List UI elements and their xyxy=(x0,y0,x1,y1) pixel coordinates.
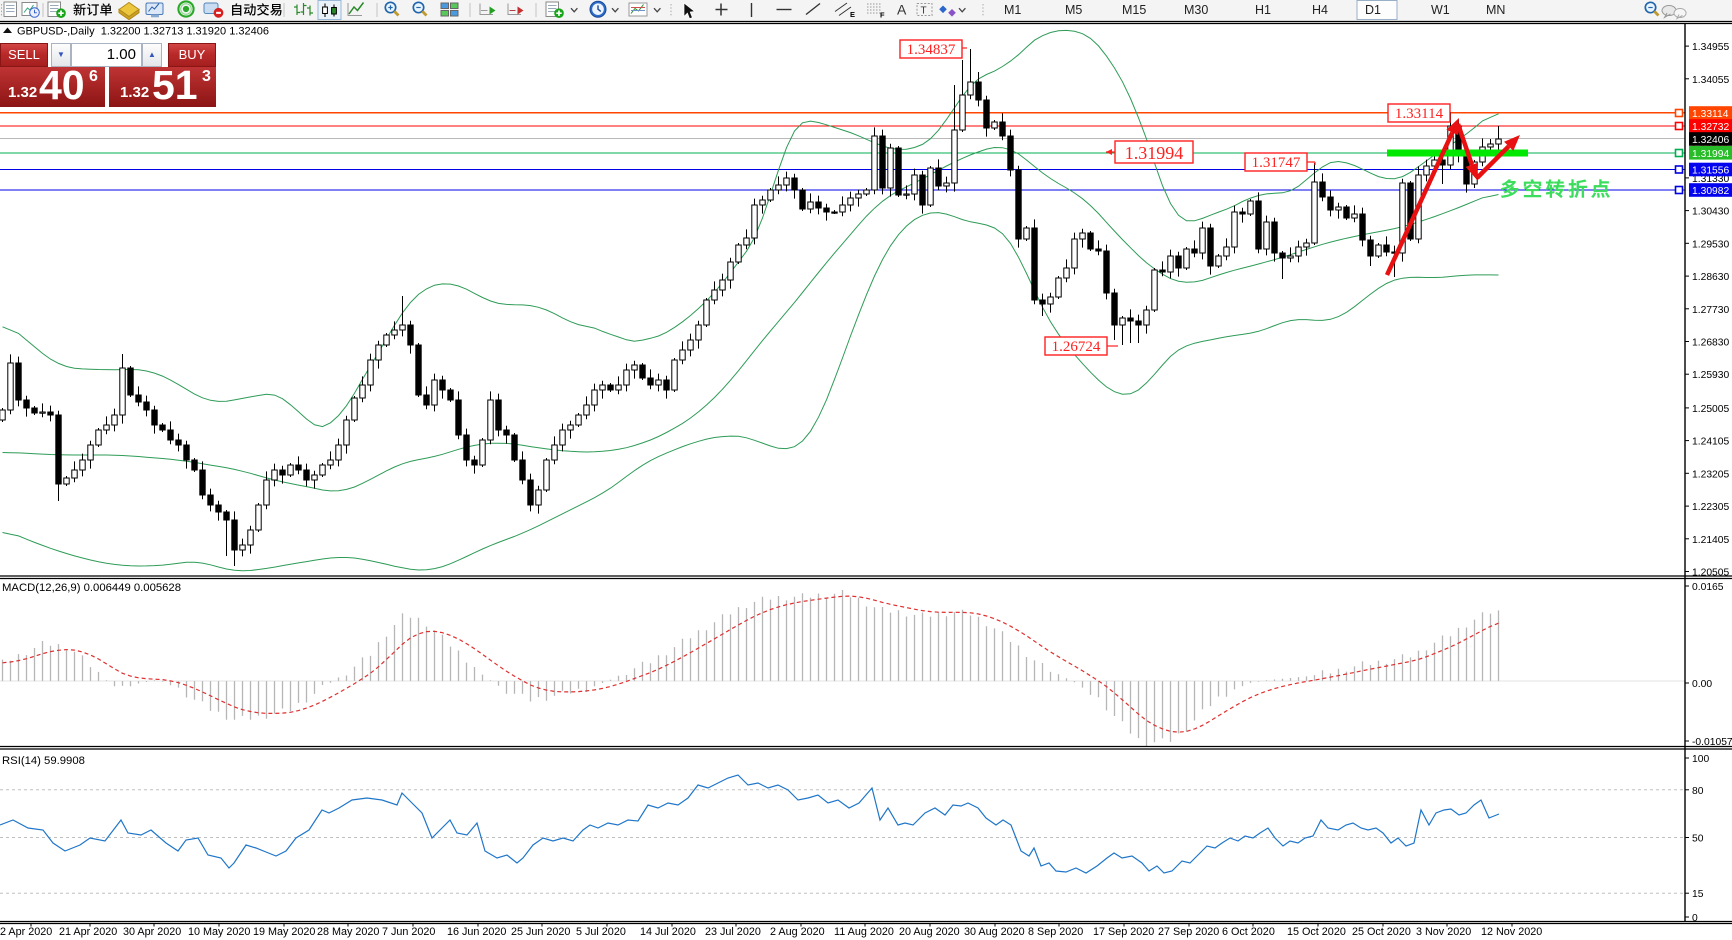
svg-text:11 Aug 2020: 11 Aug 2020 xyxy=(834,926,894,938)
svg-text:30 Aug 2020: 30 Aug 2020 xyxy=(964,926,1025,938)
svg-text:15: 15 xyxy=(1692,889,1704,900)
svg-text:1.31556: 1.31556 xyxy=(1692,166,1729,177)
svg-text:1.31994: 1.31994 xyxy=(1692,149,1729,160)
svg-text:1.20505: 1.20505 xyxy=(1692,568,1729,579)
svg-text:1.24105: 1.24105 xyxy=(1692,437,1729,448)
svg-text:1.22305: 1.22305 xyxy=(1692,502,1729,513)
svg-text:12 Nov 2020: 12 Nov 2020 xyxy=(1481,926,1542,938)
svg-text:30 Apr 2020: 30 Apr 2020 xyxy=(123,926,181,938)
svg-text:M5: M5 xyxy=(1065,3,1082,17)
svg-text:2 Apr 2020: 2 Apr 2020 xyxy=(0,926,52,938)
svg-text:3 Nov 2020: 3 Nov 2020 xyxy=(1416,926,1471,938)
svg-text:M15: M15 xyxy=(1122,3,1146,17)
svg-text:1.31747: 1.31747 xyxy=(1252,155,1301,171)
svg-text:A: A xyxy=(897,2,907,18)
svg-text:H4: H4 xyxy=(1312,3,1328,17)
svg-text:1.34955: 1.34955 xyxy=(1692,42,1729,53)
svg-text:1.32732: 1.32732 xyxy=(1692,122,1729,133)
svg-text:28 May 2020: 28 May 2020 xyxy=(317,926,379,938)
svg-text:100: 100 xyxy=(1692,754,1709,765)
svg-text:MACD(12,26,9) 0.006449 0.00562: MACD(12,26,9) 0.006449 0.005628 xyxy=(2,582,181,594)
svg-text:1.34837: 1.34837 xyxy=(907,42,956,58)
svg-text:1.33114: 1.33114 xyxy=(1395,106,1444,122)
svg-text:1.27730: 1.27730 xyxy=(1692,305,1729,316)
svg-text:5 Jul 2020: 5 Jul 2020 xyxy=(576,926,626,938)
svg-text:1.34055: 1.34055 xyxy=(1692,75,1729,86)
svg-text:10 May 2020: 10 May 2020 xyxy=(188,926,250,938)
svg-text:1.32406: 1.32406 xyxy=(1692,135,1729,146)
svg-text:6 Oct 2020: 6 Oct 2020 xyxy=(1222,926,1275,938)
svg-text:RSI(14) 59.9908: RSI(14) 59.9908 xyxy=(2,755,85,767)
svg-text:M1: M1 xyxy=(1004,3,1021,17)
svg-text:14 Jul 2020: 14 Jul 2020 xyxy=(640,926,696,938)
svg-text:15 Oct 2020: 15 Oct 2020 xyxy=(1287,926,1346,938)
svg-text:0: 0 xyxy=(1692,913,1698,924)
svg-text:E: E xyxy=(850,10,855,19)
svg-text:0.00: 0.00 xyxy=(1692,679,1712,690)
svg-text:80: 80 xyxy=(1692,786,1704,797)
svg-text:23 Jul 2020: 23 Jul 2020 xyxy=(705,926,761,938)
svg-text:25 Oct 2020: 25 Oct 2020 xyxy=(1352,926,1411,938)
svg-text:27 Sep 2020: 27 Sep 2020 xyxy=(1158,926,1219,938)
svg-text:H1: H1 xyxy=(1255,3,1271,17)
svg-text:D1: D1 xyxy=(1365,3,1381,17)
svg-text:T: T xyxy=(921,6,927,17)
svg-text:2 Aug 2020: 2 Aug 2020 xyxy=(770,926,825,938)
svg-text:25 Jun 2020: 25 Jun 2020 xyxy=(511,926,570,938)
svg-text:W1: W1 xyxy=(1431,3,1450,17)
svg-text:7 Jun 2020: 7 Jun 2020 xyxy=(382,926,435,938)
svg-text:1.25005: 1.25005 xyxy=(1692,404,1729,415)
svg-text:1.29530: 1.29530 xyxy=(1692,239,1729,250)
svg-text:1.30982: 1.30982 xyxy=(1692,186,1729,197)
svg-text:MN: MN xyxy=(1486,3,1505,17)
svg-text:17 Sep 2020: 17 Sep 2020 xyxy=(1093,926,1154,938)
svg-text:1.31330: 1.31330 xyxy=(1692,174,1729,185)
svg-text:M30: M30 xyxy=(1184,3,1208,17)
svg-text:19 May 2020: 19 May 2020 xyxy=(253,926,315,938)
svg-text:1.31994: 1.31994 xyxy=(1125,143,1184,163)
svg-text:1.30430: 1.30430 xyxy=(1692,207,1729,218)
svg-text:50: 50 xyxy=(1692,834,1704,845)
svg-text:1.25930: 1.25930 xyxy=(1692,370,1729,381)
svg-text:1.33114: 1.33114 xyxy=(1692,109,1729,120)
svg-text:21 Apr 2020: 21 Apr 2020 xyxy=(59,926,117,938)
svg-text:8 Sep 2020: 8 Sep 2020 xyxy=(1028,926,1083,938)
svg-text:0.0165: 0.0165 xyxy=(1692,582,1724,593)
svg-text:1.23205: 1.23205 xyxy=(1692,469,1729,480)
svg-text:F: F xyxy=(880,11,885,20)
svg-text:1.21405: 1.21405 xyxy=(1692,535,1729,546)
svg-text:20 Aug 2020: 20 Aug 2020 xyxy=(899,926,960,938)
svg-text:GBPUSD-,Daily 1.32200 1.32713: GBPUSD-,Daily 1.32200 1.32713 1.31920 1.… xyxy=(17,26,269,38)
svg-text:1.26830: 1.26830 xyxy=(1692,338,1729,349)
svg-text:1.26724: 1.26724 xyxy=(1052,339,1101,355)
svg-text:16 Jun 2020: 16 Jun 2020 xyxy=(447,926,506,938)
svg-text:1.28630: 1.28630 xyxy=(1692,272,1729,283)
